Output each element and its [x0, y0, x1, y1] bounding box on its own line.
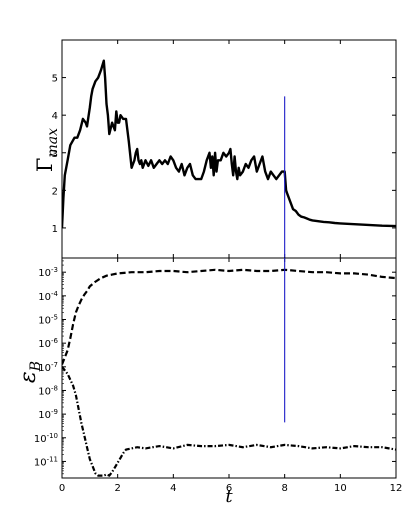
epsilon-b-dashed-line — [62, 268, 396, 365]
x-tick-label: 8 — [281, 483, 287, 494]
bottom-y-tick-label: 10-6 — [38, 337, 58, 350]
top-y-tick-label: 4 — [52, 111, 58, 122]
panel-top: 1 2 3 4 5 — [52, 39, 397, 259]
bottom-y-tick-label: 10-8 — [38, 384, 58, 397]
panel-bottom: 0 2 4 6 8 10 12 10-11 10-10 10-9 10-8 10-7 10-6 10-5 1… — [34, 257, 403, 494]
x-axis-label: t — [225, 486, 233, 507]
top-y-axis-label-sub: max — [45, 128, 61, 158]
bottom-y-tick-label: 10-4 — [38, 290, 58, 303]
top-y-tick-label: 2 — [52, 186, 58, 197]
bottom-y-tick-label: 10-7 — [38, 361, 58, 374]
bottom-y-tick-label: 10-9 — [38, 408, 58, 421]
bottom-y-tick-label: 10-3 — [38, 266, 58, 279]
top-y-axis-label: Γmax — [33, 128, 61, 172]
top-y-tick-label: 5 — [52, 74, 58, 85]
top-y-tick-label: 3 — [52, 149, 58, 160]
x-tick-label: 0 — [59, 483, 65, 494]
epsilon-b-dashdot-line — [62, 366, 396, 477]
bottom-y-axis-label-main: ε — [16, 371, 41, 383]
bottom-y-tick-label: 10-5 — [38, 314, 58, 327]
bottom-y-axis-label-sub: B — [28, 361, 44, 372]
gamma-max-line — [62, 59, 396, 228]
x-tick-label: 12 — [390, 483, 403, 494]
top-y-tick-label: 1 — [52, 224, 58, 235]
axis-labels: Γmax εB t — [16, 128, 233, 507]
bottom-y-tick-label: 10-11 — [34, 455, 58, 468]
bottom-y-axis-label: εB — [16, 361, 44, 383]
x-tick-label: 2 — [114, 483, 120, 494]
x-tick-label: 10 — [334, 483, 347, 494]
top-y-axis-label-main: Γ — [33, 157, 57, 172]
bottom-y-tick-label: 10-10 — [34, 432, 58, 445]
top-axes-frame — [61, 39, 397, 259]
x-tick-label: 6 — [226, 483, 232, 494]
x-tick-label: 4 — [170, 483, 176, 494]
